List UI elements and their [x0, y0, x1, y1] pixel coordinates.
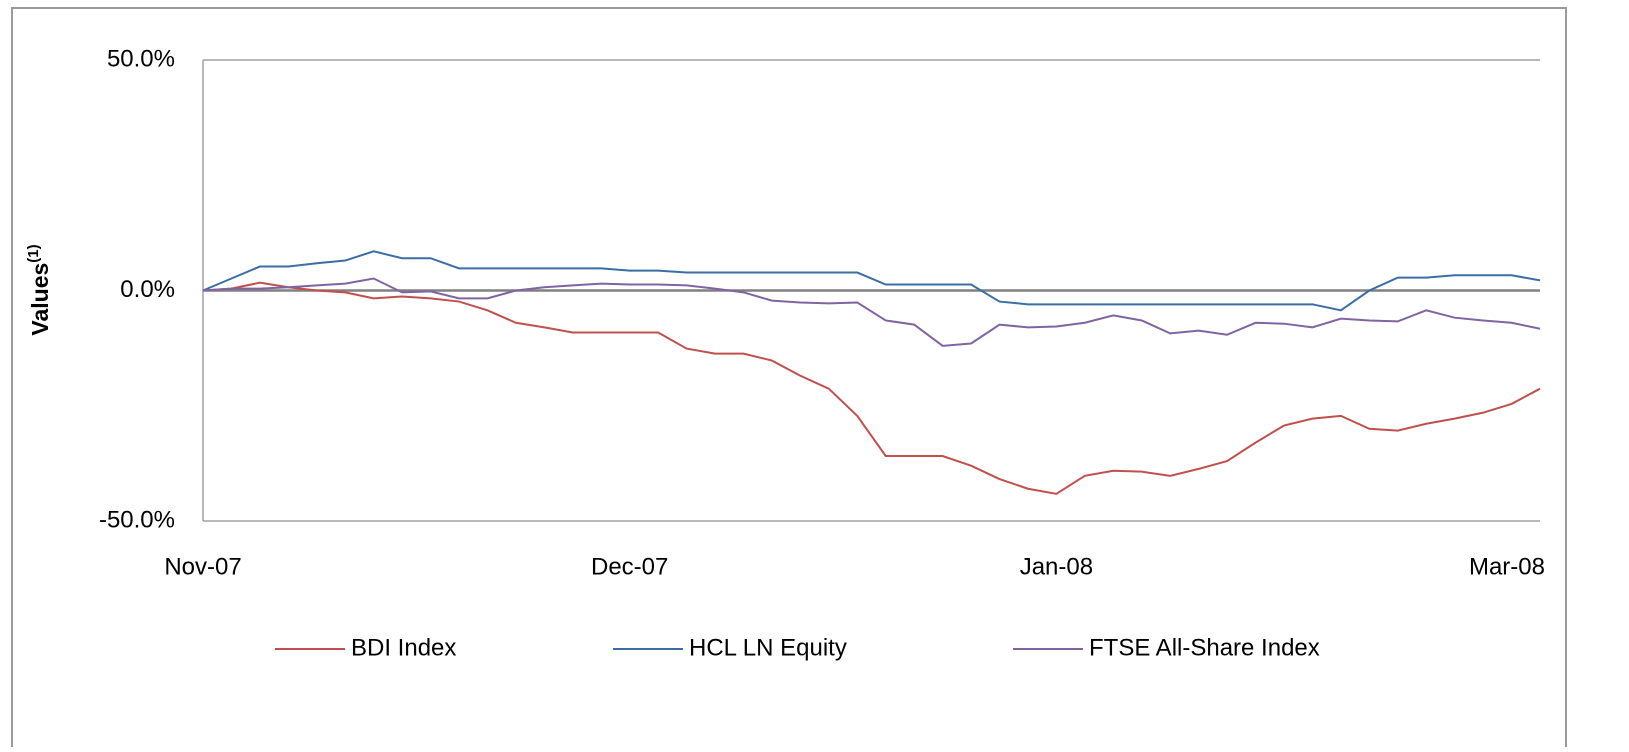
series-line	[202, 277, 1541, 347]
y-axis-title: Values(1)	[25, 244, 53, 335]
x-tick-label: Jan-08	[1020, 553, 1093, 580]
y-tick-label: 0.0%	[120, 276, 175, 303]
x-tick-label: Mar-08	[1469, 553, 1545, 580]
x-tick-label: Dec-07	[591, 553, 668, 580]
y-tick-label: 50.0%	[107, 45, 175, 72]
series-line	[202, 281, 1541, 495]
y-tick-label: -50.0%	[99, 506, 175, 533]
legend-label: BDI Index	[351, 634, 456, 661]
legend-label: FTSE All-Share Index	[1089, 634, 1320, 661]
y-label-text: Values	[27, 263, 53, 336]
series-line	[202, 250, 1541, 312]
y-axis-label: Values(1)	[25, 244, 53, 335]
y-label-superscript: (1)	[25, 244, 42, 262]
legend-label: HCL LN Equity	[689, 634, 847, 661]
x-tick-label: Nov-07	[164, 553, 241, 580]
chart-frame	[11, 7, 1567, 752]
